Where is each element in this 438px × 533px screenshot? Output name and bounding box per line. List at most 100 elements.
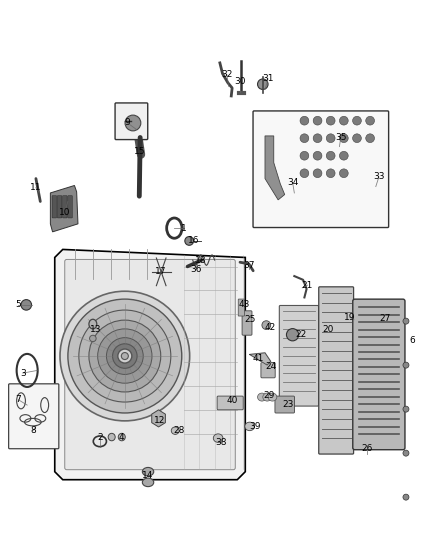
Circle shape bbox=[339, 151, 348, 160]
Ellipse shape bbox=[142, 478, 154, 487]
Text: 33: 33 bbox=[373, 173, 385, 181]
Text: 41: 41 bbox=[253, 354, 264, 362]
Text: 2: 2 bbox=[97, 433, 102, 441]
Polygon shape bbox=[250, 353, 271, 365]
Text: 7: 7 bbox=[15, 395, 21, 404]
Polygon shape bbox=[265, 136, 285, 200]
Ellipse shape bbox=[142, 467, 154, 476]
Circle shape bbox=[403, 362, 409, 368]
Circle shape bbox=[113, 344, 137, 368]
Text: 17: 17 bbox=[155, 268, 167, 276]
Text: 38: 38 bbox=[215, 438, 227, 447]
Circle shape bbox=[313, 151, 322, 160]
Ellipse shape bbox=[263, 393, 272, 401]
Ellipse shape bbox=[118, 433, 125, 441]
Ellipse shape bbox=[213, 434, 223, 442]
Text: 10: 10 bbox=[59, 208, 71, 216]
Circle shape bbox=[185, 237, 194, 245]
Circle shape bbox=[339, 169, 348, 177]
Circle shape bbox=[89, 320, 161, 392]
Circle shape bbox=[313, 169, 322, 177]
Circle shape bbox=[106, 337, 143, 375]
Text: 9: 9 bbox=[124, 118, 130, 127]
Ellipse shape bbox=[171, 427, 179, 434]
FancyBboxPatch shape bbox=[261, 362, 275, 378]
Text: 13: 13 bbox=[90, 325, 101, 334]
Circle shape bbox=[313, 116, 322, 125]
Circle shape bbox=[353, 134, 361, 143]
FancyBboxPatch shape bbox=[217, 396, 243, 410]
Ellipse shape bbox=[89, 319, 97, 329]
Text: 27: 27 bbox=[379, 314, 390, 323]
Text: 42: 42 bbox=[265, 324, 276, 332]
Text: 30: 30 bbox=[234, 77, 246, 85]
Ellipse shape bbox=[108, 433, 115, 441]
FancyBboxPatch shape bbox=[57, 196, 62, 218]
Text: 8: 8 bbox=[30, 426, 36, 435]
Circle shape bbox=[21, 300, 32, 310]
FancyBboxPatch shape bbox=[242, 311, 252, 335]
Text: 36: 36 bbox=[191, 265, 202, 273]
Text: 16: 16 bbox=[188, 237, 199, 245]
Ellipse shape bbox=[258, 393, 266, 401]
Text: 18: 18 bbox=[195, 256, 206, 264]
Circle shape bbox=[403, 450, 409, 456]
Circle shape bbox=[403, 318, 409, 324]
Text: 15: 15 bbox=[134, 148, 145, 156]
FancyBboxPatch shape bbox=[275, 396, 294, 413]
Text: 40: 40 bbox=[226, 397, 238, 405]
Circle shape bbox=[300, 169, 309, 177]
FancyBboxPatch shape bbox=[238, 299, 244, 316]
Text: 20: 20 bbox=[322, 325, 333, 334]
Text: 24: 24 bbox=[265, 362, 276, 371]
Circle shape bbox=[353, 116, 361, 125]
Circle shape bbox=[258, 79, 268, 90]
Text: 21: 21 bbox=[302, 281, 313, 289]
Text: 32: 32 bbox=[221, 70, 233, 79]
Text: 6: 6 bbox=[410, 336, 416, 344]
Text: 5: 5 bbox=[15, 301, 21, 309]
FancyBboxPatch shape bbox=[319, 287, 353, 454]
Text: 1: 1 bbox=[181, 224, 187, 232]
Ellipse shape bbox=[245, 422, 254, 431]
FancyBboxPatch shape bbox=[353, 299, 405, 450]
Polygon shape bbox=[55, 249, 245, 480]
Circle shape bbox=[121, 352, 128, 360]
Text: 35: 35 bbox=[335, 133, 346, 142]
Circle shape bbox=[300, 151, 309, 160]
Circle shape bbox=[366, 116, 374, 125]
Text: 34: 34 bbox=[287, 178, 298, 187]
Text: 26: 26 bbox=[361, 445, 373, 453]
Text: 4: 4 bbox=[119, 433, 124, 441]
Text: 19: 19 bbox=[344, 313, 355, 321]
Circle shape bbox=[366, 134, 374, 143]
Circle shape bbox=[403, 406, 409, 412]
Text: 3: 3 bbox=[20, 369, 26, 377]
Circle shape bbox=[300, 134, 309, 143]
Circle shape bbox=[98, 329, 152, 383]
FancyBboxPatch shape bbox=[115, 103, 148, 140]
Text: 39: 39 bbox=[249, 422, 261, 431]
Text: 43: 43 bbox=[239, 301, 250, 309]
Circle shape bbox=[339, 134, 348, 143]
Circle shape bbox=[118, 349, 132, 363]
Circle shape bbox=[326, 134, 335, 143]
Circle shape bbox=[326, 151, 335, 160]
Circle shape bbox=[339, 116, 348, 125]
Text: 14: 14 bbox=[142, 471, 154, 480]
Text: 28: 28 bbox=[173, 426, 184, 435]
Polygon shape bbox=[152, 410, 166, 427]
Text: 29: 29 bbox=[264, 391, 275, 400]
Text: 31: 31 bbox=[262, 75, 274, 83]
FancyBboxPatch shape bbox=[253, 111, 389, 228]
Text: 11: 11 bbox=[30, 183, 42, 192]
Circle shape bbox=[326, 116, 335, 125]
FancyBboxPatch shape bbox=[65, 260, 235, 470]
Ellipse shape bbox=[89, 335, 96, 342]
Circle shape bbox=[125, 115, 141, 131]
FancyBboxPatch shape bbox=[68, 196, 72, 218]
Circle shape bbox=[68, 299, 182, 413]
Circle shape bbox=[300, 116, 309, 125]
Text: 22: 22 bbox=[296, 330, 307, 339]
Circle shape bbox=[326, 169, 335, 177]
